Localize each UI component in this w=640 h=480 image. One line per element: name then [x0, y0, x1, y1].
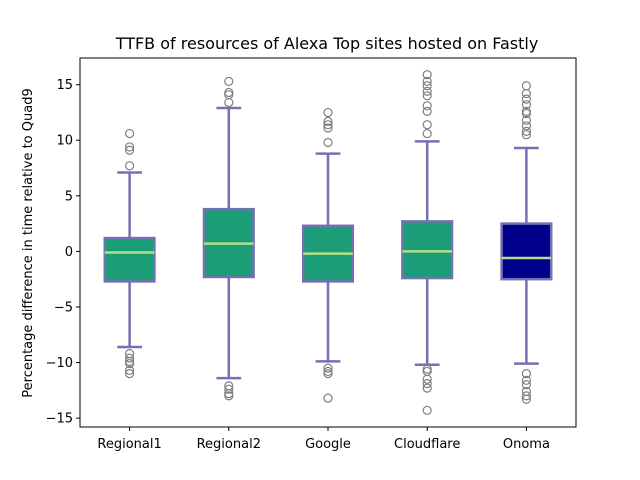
- outlier-point: [422, 86, 432, 96]
- outlier-point: [521, 380, 532, 390]
- outlier-point: [521, 81, 532, 91]
- box-group-onoma: [500, 81, 553, 404]
- outlier-point: [521, 94, 532, 104]
- box-group-cloudflare: [401, 70, 454, 415]
- outlier-point: [422, 405, 432, 415]
- outlier-point: [521, 126, 532, 136]
- outlier-point: [323, 123, 333, 133]
- outlier-point: [323, 120, 333, 130]
- outlier-point: [422, 70, 432, 80]
- outlier-point: [422, 106, 432, 116]
- y-axis: −15 −10 −5 0 5 10 15: [46, 78, 80, 427]
- outlier-point: [521, 130, 532, 140]
- box-group-regional1: [103, 128, 156, 379]
- outlier-point: [125, 369, 135, 379]
- outlier-point: [422, 76, 432, 86]
- outlier-point: [521, 108, 532, 119]
- outlier-point: [521, 100, 532, 110]
- box: [401, 220, 454, 280]
- outlier-point: [422, 374, 432, 384]
- box: [103, 236, 156, 283]
- chart-title: TTFB of resources of Alexa Top sites hos…: [115, 34, 539, 53]
- y-tick-label: 15: [56, 78, 73, 93]
- x-axis: Regional1 Regional2 Google Cloudflare Onoma: [97, 427, 550, 452]
- outlier-point: [323, 369, 333, 379]
- y-axis-label: Percentage difference in time relative t…: [21, 88, 36, 397]
- outlier-point: [521, 88, 532, 99]
- outlier-point: [521, 121, 532, 131]
- outlier-point: [224, 97, 234, 108]
- y-tick-label: −15: [46, 412, 73, 427]
- outlier-point: [125, 161, 135, 171]
- y-tick-label: 0: [65, 245, 73, 260]
- x-tick-label: Regional2: [197, 437, 261, 452]
- y-tick-label: 10: [56, 134, 73, 149]
- outlier-point: [224, 76, 234, 86]
- outlier-point: [323, 393, 333, 403]
- y-tick-label: −5: [54, 300, 73, 315]
- outlier-point: [323, 116, 333, 126]
- outlier-point: [125, 145, 135, 155]
- outlier-point: [422, 91, 432, 101]
- x-tick-label: Google: [305, 437, 351, 452]
- outlier-point: [125, 359, 135, 369]
- outlier-point: [521, 394, 532, 404]
- outlier-point: [422, 379, 432, 389]
- y-tick-label: −10: [46, 356, 73, 371]
- plot-area: [103, 70, 553, 415]
- outlier-point: [422, 101, 432, 111]
- box-group-regional2: [202, 76, 255, 401]
- outlier-point: [422, 120, 432, 130]
- outlier-point: [521, 375, 532, 385]
- box: [500, 222, 553, 281]
- plot-frame: [79, 57, 577, 428]
- outlier-point: [422, 383, 432, 393]
- outlier-point: [422, 81, 432, 91]
- x-tick-label: Cloudflare: [394, 437, 460, 452]
- outlier-point: [323, 137, 333, 148]
- outlier-point: [323, 363, 333, 373]
- box-group-google: [301, 107, 355, 403]
- outlier-point: [521, 369, 532, 379]
- outlier-point: [422, 128, 432, 139]
- outlier-point: [521, 115, 532, 125]
- y-tick-label: 5: [65, 189, 73, 204]
- x-tick-label: Regional1: [97, 437, 161, 452]
- outlier-point: [125, 353, 135, 363]
- outlier-point: [224, 391, 234, 401]
- x-tick-label: Onoma: [503, 437, 550, 452]
- outlier-point: [125, 365, 135, 375]
- outlier-point: [323, 107, 333, 118]
- outlier-point: [224, 384, 234, 394]
- outlier-point: [125, 142, 135, 152]
- outlier-point: [521, 391, 532, 401]
- outlier-point: [125, 128, 135, 139]
